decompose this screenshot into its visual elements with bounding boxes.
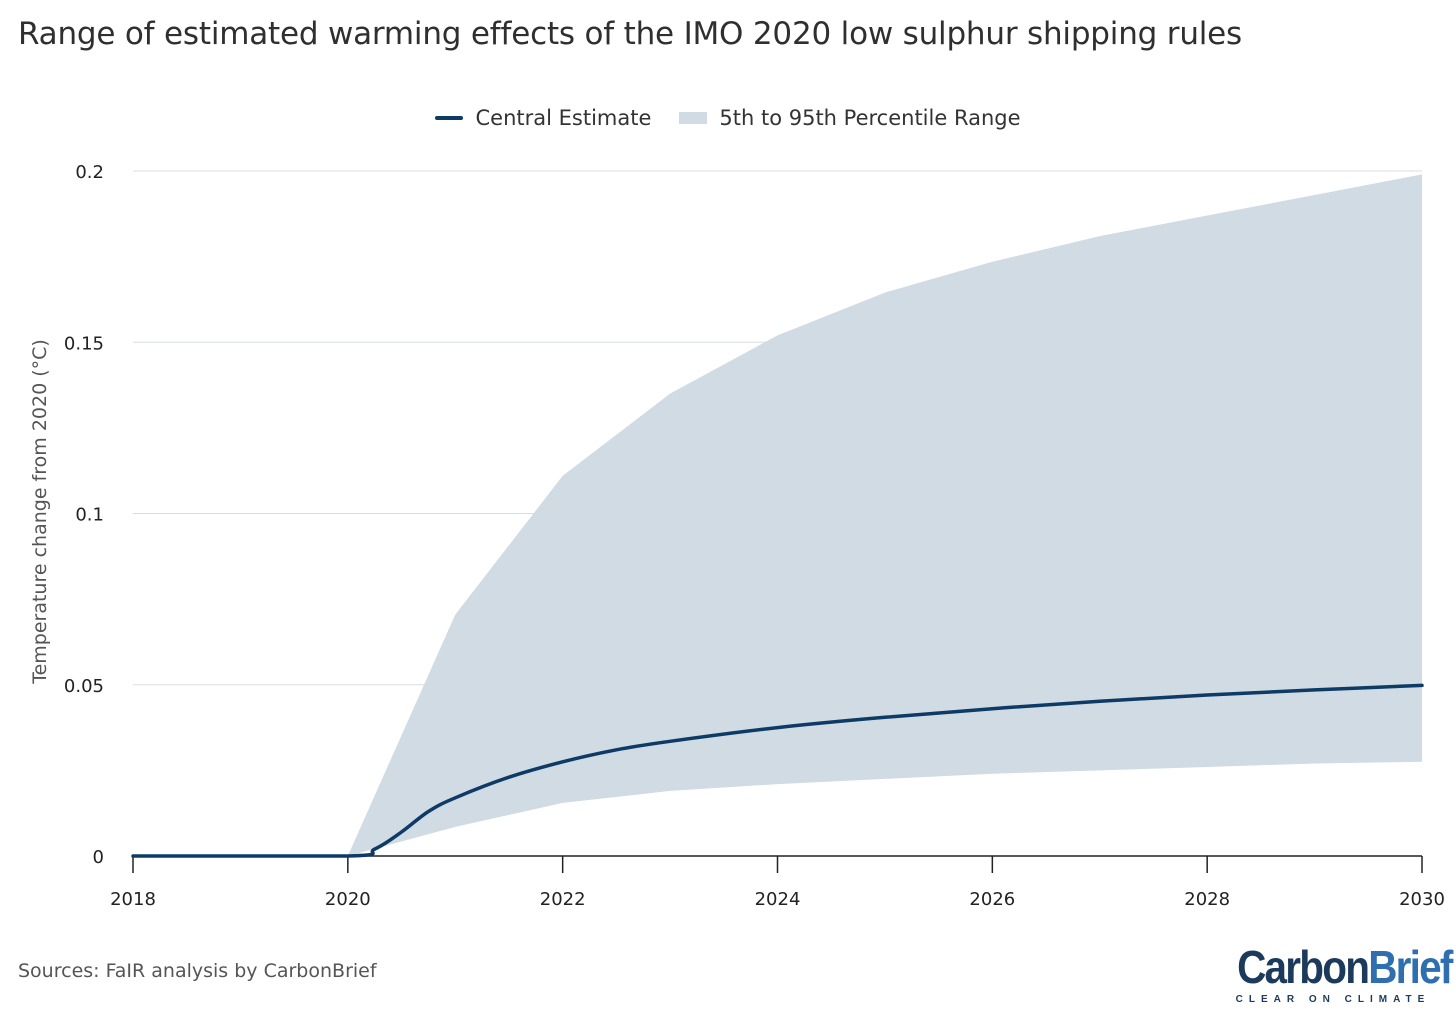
- x-tick-label-4: 2026: [969, 889, 1015, 910]
- x-tick-label-0: 2018: [110, 889, 156, 910]
- x-tick-label-1: 2020: [325, 889, 371, 910]
- legend-item-central: Central Estimate: [435, 106, 651, 130]
- y-tick-label-2: 0.1: [75, 505, 104, 526]
- legend-swatch-central: [435, 116, 464, 120]
- chart-plot: 0 0.05 0.1 0.15 0.2 2018 2020 2022 2024 2026 2028 2…: [29, 162, 1445, 910]
- x-tick-label-5: 2028: [1184, 889, 1230, 910]
- logo-part1: Carbon: [1237, 941, 1370, 993]
- logo-part2: Brief: [1368, 941, 1453, 993]
- y-axis-title: Temperature change from 2020 (°C): [29, 339, 51, 685]
- chart-legend: Central Estimate 5th to 95th Percentile …: [0, 106, 1456, 130]
- y-tick-label-4: 0.2: [75, 162, 104, 183]
- y-tick-label-3: 0.15: [64, 333, 104, 354]
- y-tick-label-1: 0.05: [64, 676, 104, 697]
- central-estimate-line: [131, 683, 1424, 858]
- y-tick-label-0: 0: [93, 847, 104, 868]
- legend-swatch-range: [679, 112, 708, 124]
- x-tick-label-3: 2024: [755, 889, 801, 910]
- legend-label-range: 5th to 95th Percentile Range: [719, 106, 1021, 130]
- legend-item-range: 5th to 95th Percentile Range: [679, 106, 1021, 130]
- chart-title: Range of estimated warming effects of th…: [18, 16, 1243, 52]
- logo-wordmark: CarbonBrief: [1237, 941, 1453, 993]
- logo-tagline: CLEAR ON CLIMATE: [1235, 994, 1431, 1005]
- source-note: Sources: FaIR analysis by CarbonBrief: [18, 960, 377, 982]
- legend-label-central: Central Estimate: [475, 106, 652, 130]
- x-tick-label-2: 2022: [540, 889, 586, 910]
- x-tick-label-6: 2030: [1399, 889, 1445, 910]
- carbonbrief-logo: CarbonBrief CLEAR ON CLIMATE: [1224, 941, 1454, 1005]
- percentile-range-band: [133, 174, 1422, 856]
